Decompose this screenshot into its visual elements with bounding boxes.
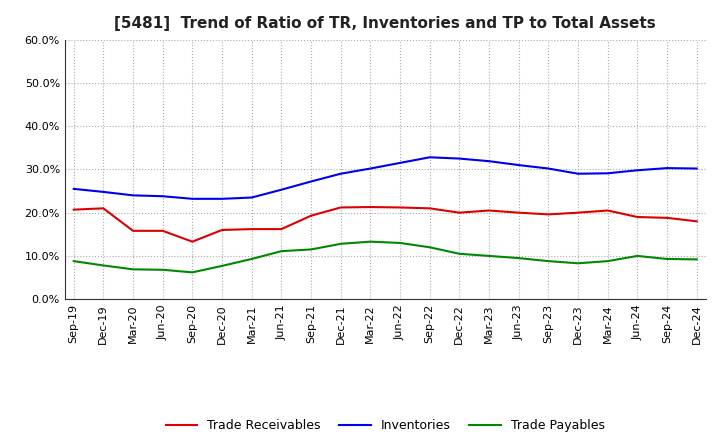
Inventories (574, 171, 582, 176)
Inventories (603, 171, 612, 176)
Trade Payables (662, 257, 671, 262)
Inventories (662, 165, 671, 171)
Trade Payables (603, 258, 612, 264)
Trade Receivables (129, 228, 138, 234)
Trade Receivables (396, 205, 405, 210)
Trade Receivables (455, 210, 464, 215)
Inventories (217, 196, 226, 202)
Line: Trade Receivables: Trade Receivables (73, 207, 697, 242)
Trade Payables (485, 253, 493, 259)
Trade Receivables (69, 207, 78, 212)
Inventories (485, 158, 493, 164)
Inventories (129, 193, 138, 198)
Trade Receivables (662, 215, 671, 220)
Inventories (69, 186, 78, 191)
Trade Payables (514, 256, 523, 261)
Inventories (366, 166, 374, 171)
Trade Receivables (217, 227, 226, 233)
Inventories (514, 162, 523, 168)
Trade Payables (307, 247, 315, 252)
Inventories (426, 154, 434, 160)
Trade Payables (188, 270, 197, 275)
Trade Payables (544, 258, 553, 264)
Trade Receivables (307, 213, 315, 218)
Inventories (633, 168, 642, 173)
Inventories (396, 160, 405, 165)
Inventories (158, 194, 167, 199)
Trade Receivables (544, 212, 553, 217)
Line: Trade Payables: Trade Payables (73, 242, 697, 272)
Trade Payables (217, 263, 226, 268)
Inventories (693, 166, 701, 171)
Inventories (307, 179, 315, 184)
Trade Payables (336, 241, 345, 246)
Inventories (544, 166, 553, 171)
Inventories (455, 156, 464, 161)
Line: Inventories: Inventories (73, 157, 697, 199)
Trade Payables (455, 251, 464, 257)
Title: [5481]  Trend of Ratio of TR, Inventories and TP to Total Assets: [5481] Trend of Ratio of TR, Inventories… (114, 16, 656, 32)
Legend: Trade Receivables, Inventories, Trade Payables: Trade Receivables, Inventories, Trade Pa… (161, 414, 610, 437)
Trade Receivables (693, 219, 701, 224)
Trade Receivables (633, 214, 642, 220)
Trade Receivables (426, 205, 434, 211)
Trade Receivables (336, 205, 345, 210)
Trade Receivables (514, 210, 523, 215)
Trade Payables (129, 267, 138, 272)
Trade Payables (574, 260, 582, 266)
Trade Receivables (574, 210, 582, 215)
Trade Receivables (603, 208, 612, 213)
Trade Payables (248, 257, 256, 262)
Trade Payables (99, 263, 108, 268)
Inventories (277, 187, 286, 192)
Trade Payables (158, 267, 167, 272)
Trade Payables (426, 245, 434, 250)
Inventories (248, 195, 256, 200)
Trade Payables (277, 249, 286, 254)
Trade Payables (693, 257, 701, 262)
Trade Receivables (277, 227, 286, 232)
Trade Receivables (366, 205, 374, 210)
Inventories (99, 189, 108, 194)
Inventories (188, 196, 197, 202)
Inventories (336, 171, 345, 176)
Trade Receivables (188, 239, 197, 244)
Trade Receivables (248, 227, 256, 232)
Trade Payables (396, 240, 405, 246)
Trade Receivables (485, 208, 493, 213)
Trade Receivables (99, 205, 108, 211)
Trade Payables (69, 258, 78, 264)
Trade Payables (633, 253, 642, 259)
Trade Receivables (158, 228, 167, 234)
Trade Payables (366, 239, 374, 244)
